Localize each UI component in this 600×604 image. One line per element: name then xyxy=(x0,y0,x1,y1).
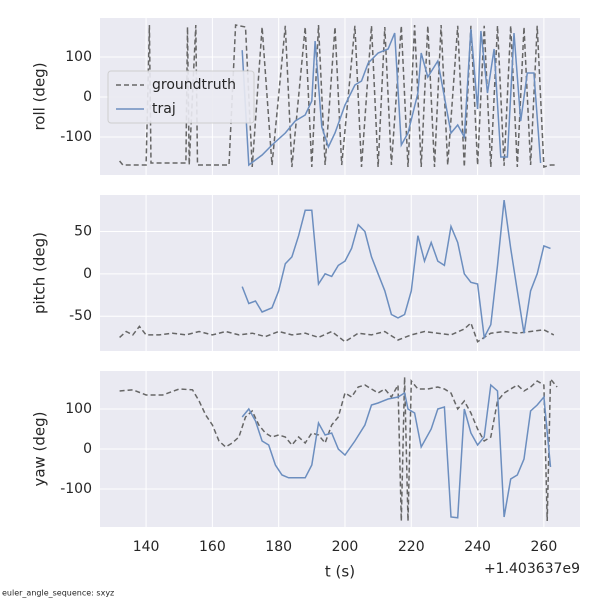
series-line xyxy=(241,199,551,340)
plot-clip xyxy=(119,24,558,168)
y-axis-label: pitch (deg) xyxy=(31,232,49,314)
y-axis-label: roll (deg) xyxy=(31,62,49,130)
x-offset-label: +1.403637e9 xyxy=(484,561,580,577)
y-tick-label: 0 xyxy=(83,89,92,105)
y-tick-label: -50 xyxy=(69,308,92,324)
x-tick-label: 260 xyxy=(531,539,558,555)
x-axis-label: t (s) xyxy=(325,563,355,581)
y-tick-label: 0 xyxy=(83,441,92,457)
y-tick-label: 100 xyxy=(65,401,92,417)
y-tick-label: -100 xyxy=(60,129,92,145)
series-line xyxy=(119,376,558,522)
x-tick-label: 220 xyxy=(398,539,425,555)
plot-clip xyxy=(119,376,558,522)
plot-area xyxy=(100,195,580,351)
legend-label: traj xyxy=(152,101,176,117)
x-tick-label: 160 xyxy=(199,539,226,555)
x-tick-label: 240 xyxy=(464,539,491,555)
x-tick-label: 140 xyxy=(133,539,160,555)
y-tick-label: 0 xyxy=(83,266,92,282)
x-tick-label: 200 xyxy=(332,539,359,555)
x-tick-label: 180 xyxy=(265,539,292,555)
legend-label: groundtruth xyxy=(152,77,236,93)
footer: euler_angle_sequence: sxyz xyxy=(2,589,114,598)
y-tick-label: 50 xyxy=(74,223,92,239)
series-line xyxy=(241,383,552,519)
y-axis-label: yaw (deg) xyxy=(31,411,49,486)
y-tick-label: 100 xyxy=(65,49,92,65)
series-line xyxy=(241,28,542,167)
y-tick-label: -100 xyxy=(60,481,92,497)
plot-clip xyxy=(119,199,555,343)
series-line xyxy=(119,321,555,343)
legend-box xyxy=(107,70,255,124)
